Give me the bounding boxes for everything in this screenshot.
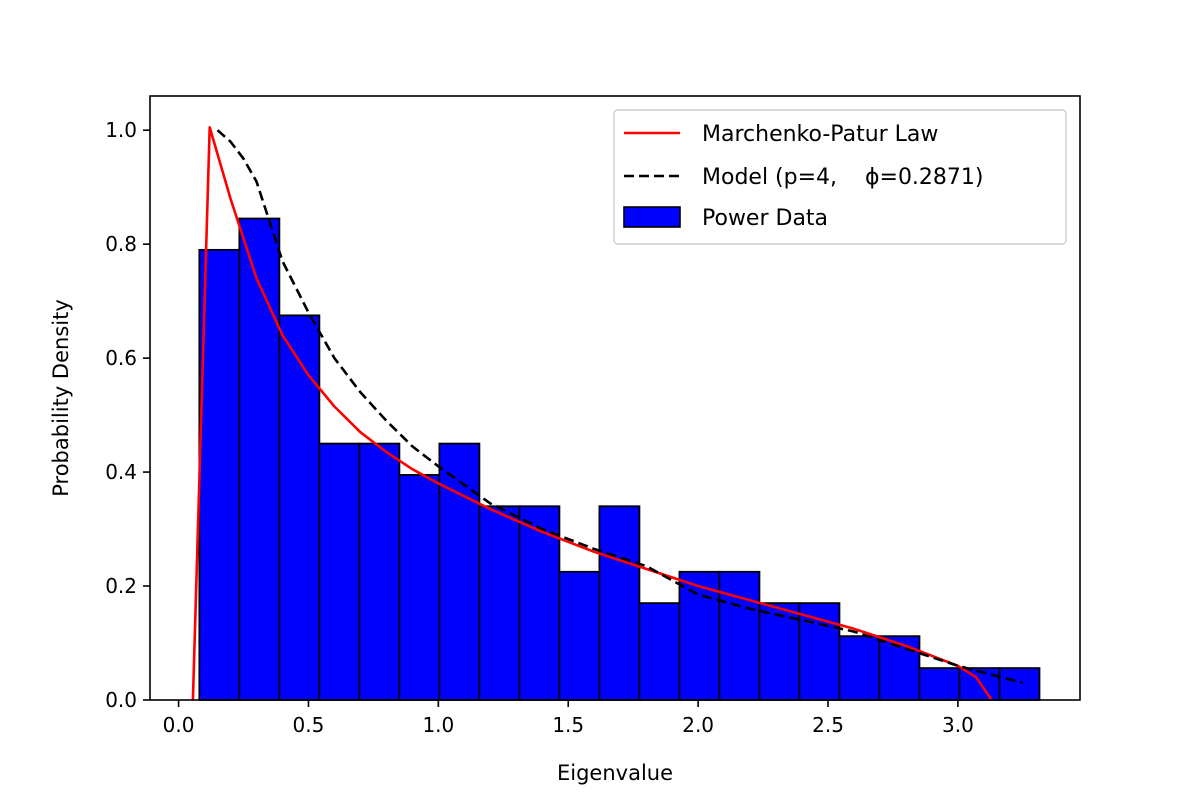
x-tick-label: 3.0 xyxy=(942,713,974,737)
histogram-bar xyxy=(558,570,601,701)
marchenko-patur-curve xyxy=(191,126,993,701)
y-tick-label: 0.6 xyxy=(105,346,137,370)
histogram-bar xyxy=(638,602,681,701)
histogram-bar xyxy=(278,314,321,701)
y-tick-label: 0.0 xyxy=(105,688,137,712)
histogram-bar xyxy=(198,248,241,701)
histogram-bar xyxy=(318,442,361,701)
x-tick-label: 0.5 xyxy=(293,713,325,737)
histogram-bar xyxy=(238,217,281,701)
legend-power-data-swatch xyxy=(623,206,681,228)
series-lines xyxy=(191,126,1024,701)
x-tick-label: 2.5 xyxy=(812,713,844,737)
histogram-bar xyxy=(838,635,881,701)
x-axis-label: Eigenvalue xyxy=(557,761,673,785)
histogram-bar xyxy=(798,602,841,701)
histogram-bar xyxy=(518,505,561,701)
model-curve xyxy=(216,129,1024,685)
legend-model-label: Model (p=4, ϕ=0.2871) xyxy=(702,165,984,190)
axes-frame xyxy=(149,95,1081,701)
histogram-bar xyxy=(918,667,961,701)
x-tick-label: 1.0 xyxy=(422,713,454,737)
legend-power-data-label: Power Data xyxy=(702,206,828,231)
y-tick-label: 0.8 xyxy=(105,232,137,256)
histogram-bar xyxy=(718,570,761,701)
histogram-bar xyxy=(598,505,641,701)
y-axis-ticks: 0.0 0.2 0.4 0.6 0.8 1.0 xyxy=(105,118,150,712)
y-tick-label: 1.0 xyxy=(105,118,137,142)
y-tick-label: 0.4 xyxy=(105,460,137,484)
x-tick-label: 1.5 xyxy=(552,713,584,737)
histogram-bar xyxy=(398,474,441,701)
x-tick-label: 2.0 xyxy=(682,713,714,737)
y-tick-label: 0.2 xyxy=(105,574,137,598)
legend: Marchenko-Patur Law Model (p=4, ϕ=0.2871… xyxy=(613,109,1067,245)
x-axis-ticks: 0.0 0.5 1.0 1.5 2.0 2.5 3.0 xyxy=(163,700,974,737)
y-axis-label: Probability Density xyxy=(49,299,73,497)
legend-marchenko-label: Marchenko-Patur Law xyxy=(702,122,938,147)
histogram-bar xyxy=(358,442,401,701)
histogram-bar xyxy=(998,667,1041,701)
histogram-bar xyxy=(678,570,721,701)
legend-box xyxy=(613,109,1067,245)
x-tick-label: 0.0 xyxy=(163,713,195,737)
histogram-bar xyxy=(478,505,521,701)
